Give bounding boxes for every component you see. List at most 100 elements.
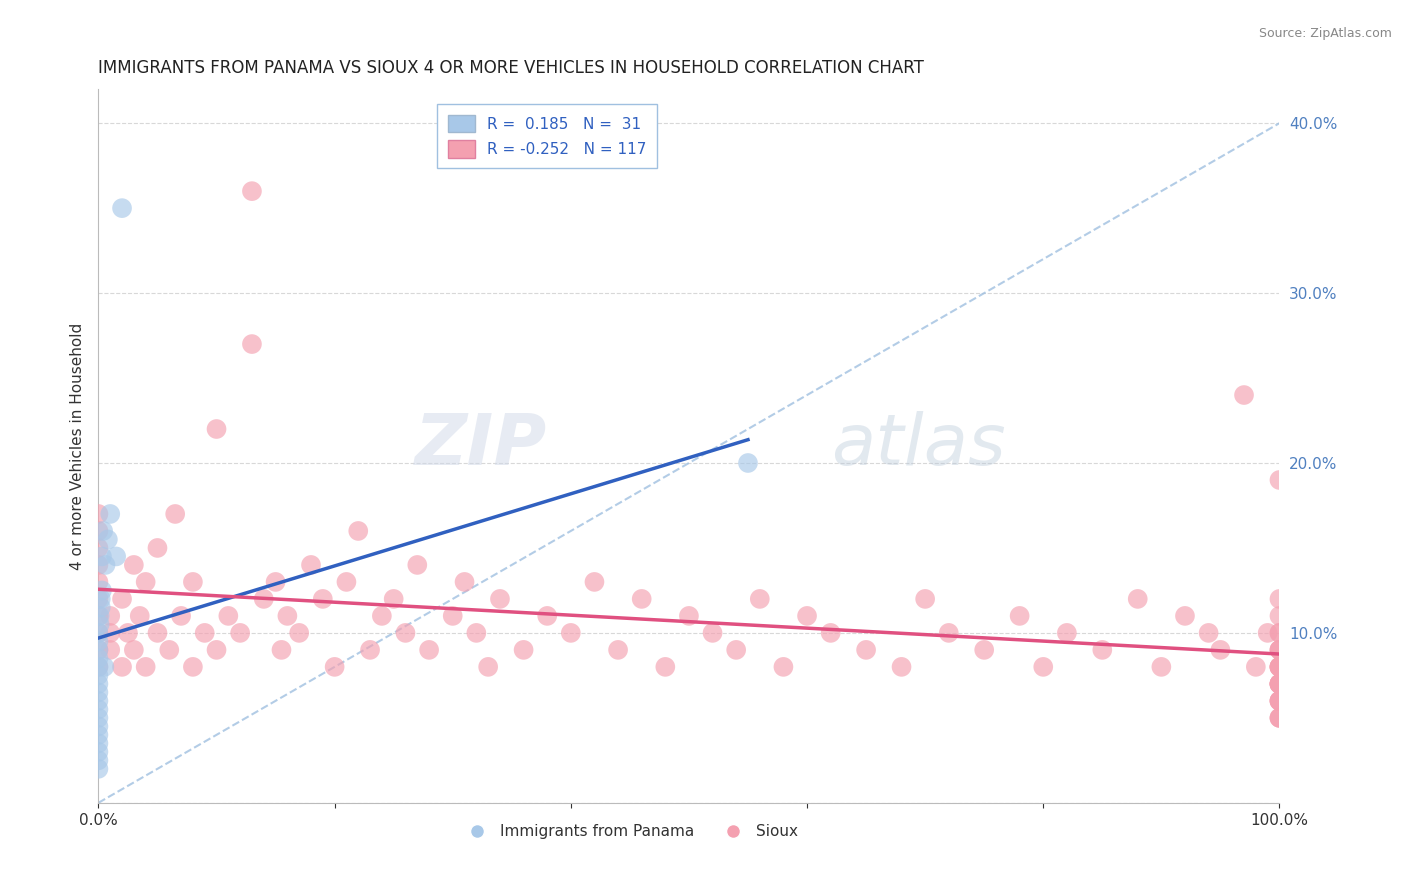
Point — [1268, 473, 1291, 487]
Point — [253, 591, 276, 606]
Point — [477, 660, 499, 674]
Point — [1268, 677, 1291, 691]
Point — [1233, 388, 1256, 402]
Point — [91, 524, 114, 538]
Point — [1268, 694, 1291, 708]
Point — [87, 660, 110, 674]
Point — [1126, 591, 1149, 606]
Point — [111, 591, 134, 606]
Point — [1268, 660, 1291, 674]
Point — [1032, 660, 1054, 674]
Point — [914, 591, 936, 606]
Point — [441, 608, 464, 623]
Point — [94, 558, 117, 572]
Point — [87, 694, 110, 708]
Point — [87, 677, 110, 691]
Point — [128, 608, 150, 623]
Point — [87, 719, 110, 733]
Point — [1198, 626, 1220, 640]
Point — [678, 608, 700, 623]
Point — [1209, 643, 1232, 657]
Point — [276, 608, 298, 623]
Point — [111, 660, 134, 674]
Point — [205, 643, 228, 657]
Point — [1268, 608, 1291, 623]
Point — [560, 626, 582, 640]
Legend: Immigrants from Panama, Sioux: Immigrants from Panama, Sioux — [456, 818, 804, 845]
Point — [87, 711, 110, 725]
Point — [87, 643, 110, 657]
Point — [1268, 626, 1291, 640]
Point — [1268, 694, 1291, 708]
Point — [240, 184, 263, 198]
Point — [122, 558, 145, 572]
Point — [725, 643, 748, 657]
Point — [1268, 694, 1291, 708]
Point — [87, 651, 110, 665]
Point — [607, 643, 630, 657]
Point — [87, 762, 110, 776]
Point — [122, 643, 145, 657]
Point — [98, 507, 121, 521]
Point — [382, 591, 405, 606]
Point — [89, 608, 111, 623]
Point — [1268, 643, 1291, 657]
Point — [820, 626, 842, 640]
Point — [105, 549, 128, 564]
Point — [973, 643, 995, 657]
Point — [512, 643, 534, 657]
Point — [371, 608, 394, 623]
Point — [855, 643, 877, 657]
Point — [1268, 694, 1291, 708]
Point — [1257, 626, 1279, 640]
Point — [170, 608, 193, 623]
Point — [87, 626, 110, 640]
Point — [1174, 608, 1197, 623]
Text: ZIP: ZIP — [415, 411, 547, 481]
Point — [90, 600, 112, 615]
Point — [87, 558, 110, 572]
Point — [418, 643, 440, 657]
Point — [335, 574, 357, 589]
Point — [135, 574, 157, 589]
Point — [1268, 591, 1291, 606]
Point — [89, 617, 111, 632]
Point — [1091, 643, 1114, 657]
Point — [91, 549, 114, 564]
Point — [312, 591, 335, 606]
Point — [1150, 660, 1173, 674]
Point — [194, 626, 217, 640]
Point — [1268, 677, 1291, 691]
Point — [1268, 711, 1291, 725]
Point — [1268, 711, 1291, 725]
Point — [97, 533, 120, 547]
Point — [299, 558, 322, 572]
Point — [1268, 660, 1291, 674]
Point — [229, 626, 252, 640]
Point — [87, 668, 110, 682]
Point — [938, 626, 960, 640]
Point — [87, 524, 110, 538]
Point — [264, 574, 287, 589]
Point — [181, 574, 204, 589]
Point — [1268, 660, 1291, 674]
Point — [748, 591, 770, 606]
Point — [890, 660, 912, 674]
Point — [772, 660, 794, 674]
Text: IMMIGRANTS FROM PANAMA VS SIOUX 4 OR MORE VEHICLES IN HOUSEHOLD CORRELATION CHAR: IMMIGRANTS FROM PANAMA VS SIOUX 4 OR MOR… — [98, 59, 924, 77]
Point — [583, 574, 606, 589]
Point — [1244, 660, 1267, 674]
Point — [1268, 677, 1291, 691]
Point — [87, 626, 110, 640]
Point — [323, 660, 346, 674]
Point — [1268, 677, 1291, 691]
Point — [1268, 643, 1291, 657]
Text: Source: ZipAtlas.com: Source: ZipAtlas.com — [1258, 27, 1392, 40]
Point — [1268, 677, 1291, 691]
Point — [630, 591, 652, 606]
Point — [489, 591, 512, 606]
Point — [90, 591, 112, 606]
Point — [702, 626, 724, 640]
Point — [87, 643, 110, 657]
Point — [536, 608, 558, 623]
